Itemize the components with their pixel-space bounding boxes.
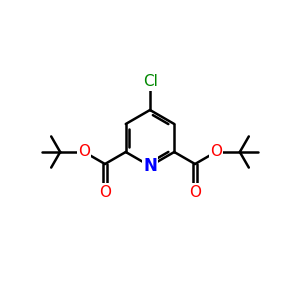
Text: O: O <box>99 184 111 200</box>
Text: O: O <box>189 184 201 200</box>
Text: O: O <box>210 145 222 160</box>
Text: N: N <box>143 157 157 175</box>
Text: O: O <box>78 145 90 160</box>
Text: Cl: Cl <box>144 74 158 89</box>
